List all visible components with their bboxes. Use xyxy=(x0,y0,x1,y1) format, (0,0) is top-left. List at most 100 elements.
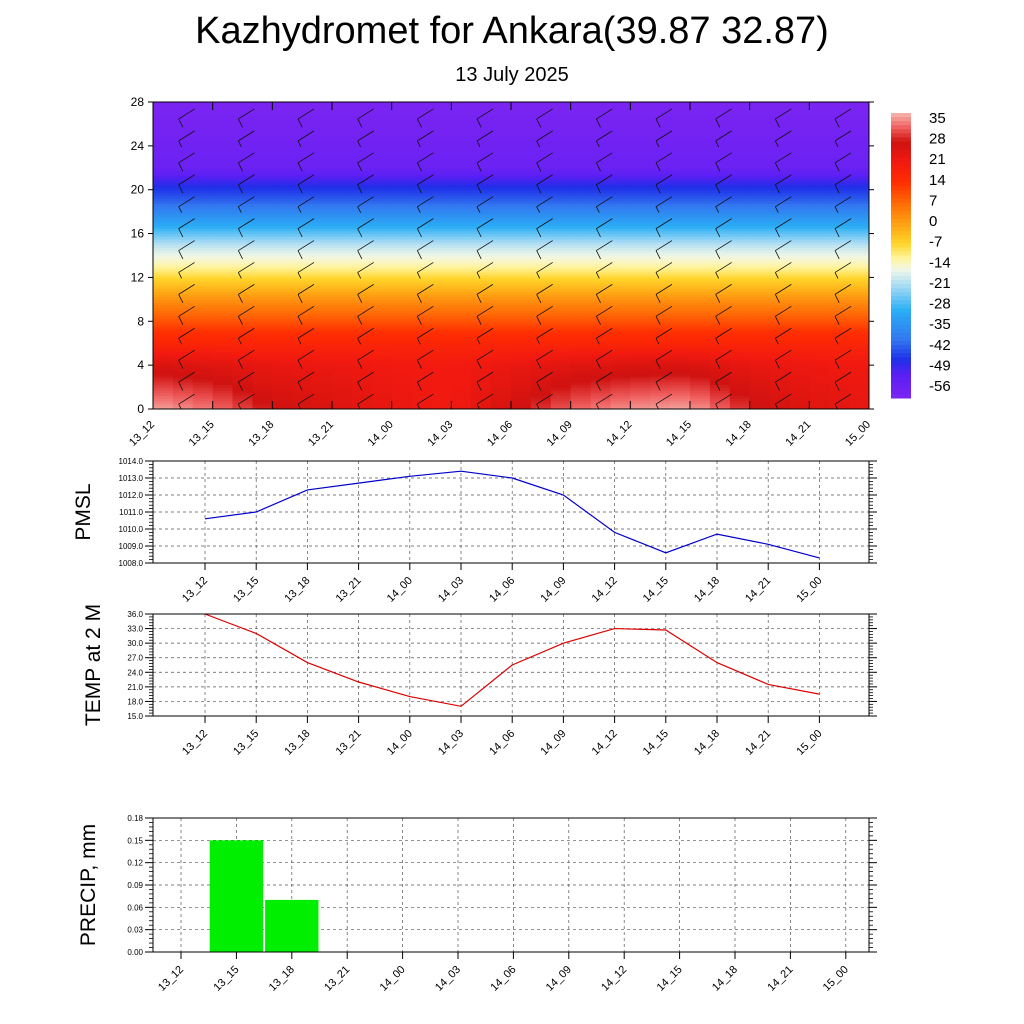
heatmap-cell xyxy=(809,192,830,196)
heatmap-cell xyxy=(511,329,532,333)
heatmap-cell xyxy=(709,351,731,355)
heatmap-cell xyxy=(153,121,174,125)
heatmap-cell xyxy=(709,167,731,172)
heatmap-cell xyxy=(371,129,393,133)
heatmap-cell xyxy=(252,285,273,289)
heatmap-cell xyxy=(610,324,631,328)
heatmap-cell xyxy=(172,115,194,120)
heatmap-cell xyxy=(590,184,612,188)
heatmap-cell xyxy=(729,343,751,347)
heatmap-cell xyxy=(332,176,353,180)
heatmap-cell xyxy=(411,373,433,377)
heatmap-cell xyxy=(769,192,791,196)
heatmap-cell xyxy=(153,263,174,268)
heatmap-cell xyxy=(570,356,592,361)
heatmap-cell xyxy=(153,324,174,328)
heatmap-cell xyxy=(550,296,572,300)
heatmap-cell xyxy=(590,118,612,122)
colorbar-swatch xyxy=(891,389,911,395)
heatmap-cell xyxy=(511,181,532,185)
heatmap-cell xyxy=(789,321,810,325)
heatmap-cell xyxy=(729,285,751,289)
heatmap-cell xyxy=(590,348,612,353)
heatmap-cell xyxy=(351,148,373,152)
heatmap-cell xyxy=(789,340,810,344)
heatmap-cell xyxy=(272,121,293,125)
heatmap-cell xyxy=(471,208,492,213)
heatmap-cell xyxy=(153,192,174,196)
x-tick-label: 14_09 xyxy=(538,728,568,758)
heatmap-cell xyxy=(153,299,174,303)
heatmap-cell xyxy=(491,233,512,237)
heatmap-cell xyxy=(590,156,612,161)
heatmap-cell xyxy=(789,102,810,106)
x-tick-label: 13_21 xyxy=(334,575,364,605)
heatmap-cell xyxy=(729,137,751,141)
heatmap-cell xyxy=(769,186,791,191)
heatmap-cell xyxy=(769,145,791,150)
heatmap-cell xyxy=(312,255,333,259)
heatmap-cell xyxy=(391,230,413,235)
heatmap-cell xyxy=(590,252,612,257)
heatmap-cell xyxy=(650,321,671,325)
heatmap-cell xyxy=(729,214,751,218)
heatmap-cell xyxy=(471,321,492,325)
heatmap-cell xyxy=(471,400,492,405)
heatmap-cell xyxy=(749,321,771,325)
heatmap-cell xyxy=(292,340,313,344)
heatmap-cell xyxy=(332,392,353,396)
heatmap-cell xyxy=(650,214,671,218)
heatmap-cell xyxy=(530,217,552,221)
heatmap-cell xyxy=(630,140,651,144)
heatmap-cell xyxy=(769,378,791,383)
wind-barb xyxy=(774,196,792,213)
heatmap-cell xyxy=(212,384,234,388)
series-line xyxy=(204,613,820,707)
heatmap-cell xyxy=(371,403,393,407)
heatmap-cell xyxy=(312,313,333,317)
heatmap-cell xyxy=(391,217,413,221)
heatmap-cell xyxy=(829,348,850,353)
heatmap-cell xyxy=(232,260,254,265)
heatmap-cell xyxy=(630,392,651,396)
heatmap-cell xyxy=(491,266,512,270)
x-tick-label: 14_12 xyxy=(590,728,620,758)
heatmap-cell xyxy=(153,200,174,205)
heatmap-cell xyxy=(292,280,313,284)
heatmap-cell xyxy=(491,332,512,336)
heatmap-cell xyxy=(172,247,194,251)
heatmap-cell xyxy=(749,359,771,363)
heatmap-cell xyxy=(332,326,353,331)
heatmap-cell xyxy=(590,370,612,374)
heatmap-cell xyxy=(709,277,731,281)
heatmap-y-tick-label: 12 xyxy=(131,270,145,284)
heatmap-cell xyxy=(192,252,214,257)
heatmap-cell xyxy=(550,236,572,240)
heatmap-cell xyxy=(332,102,353,106)
heatmap-cell xyxy=(391,159,413,163)
heatmap-cell xyxy=(252,197,273,202)
heatmap-cell xyxy=(272,165,293,169)
heatmap-cell xyxy=(530,384,552,388)
heatmap-cell xyxy=(172,356,194,361)
heatmap-x-tick-label: 13_12 xyxy=(127,419,157,449)
heatmap-cell xyxy=(530,324,552,328)
heatmap-cell xyxy=(272,296,293,300)
heatmap-cell xyxy=(232,351,254,355)
heatmap-cell xyxy=(690,112,711,117)
heatmap-cell xyxy=(709,378,731,383)
heatmap-cell xyxy=(709,365,731,369)
heatmap-cell xyxy=(391,110,413,114)
heatmap-cell xyxy=(212,381,234,385)
heatmap-cell xyxy=(709,395,731,399)
heatmap-cell xyxy=(312,137,333,141)
heatmap-cell xyxy=(610,222,631,226)
heatmap-cell xyxy=(351,197,373,202)
heatmap-cell xyxy=(292,239,313,243)
wind-barb xyxy=(774,393,792,409)
heatmap-cell xyxy=(153,132,174,136)
heatmap-cell xyxy=(451,392,472,396)
heatmap-cell xyxy=(332,159,353,163)
heatmap-cell xyxy=(312,271,333,276)
heatmap-cell xyxy=(292,214,313,218)
